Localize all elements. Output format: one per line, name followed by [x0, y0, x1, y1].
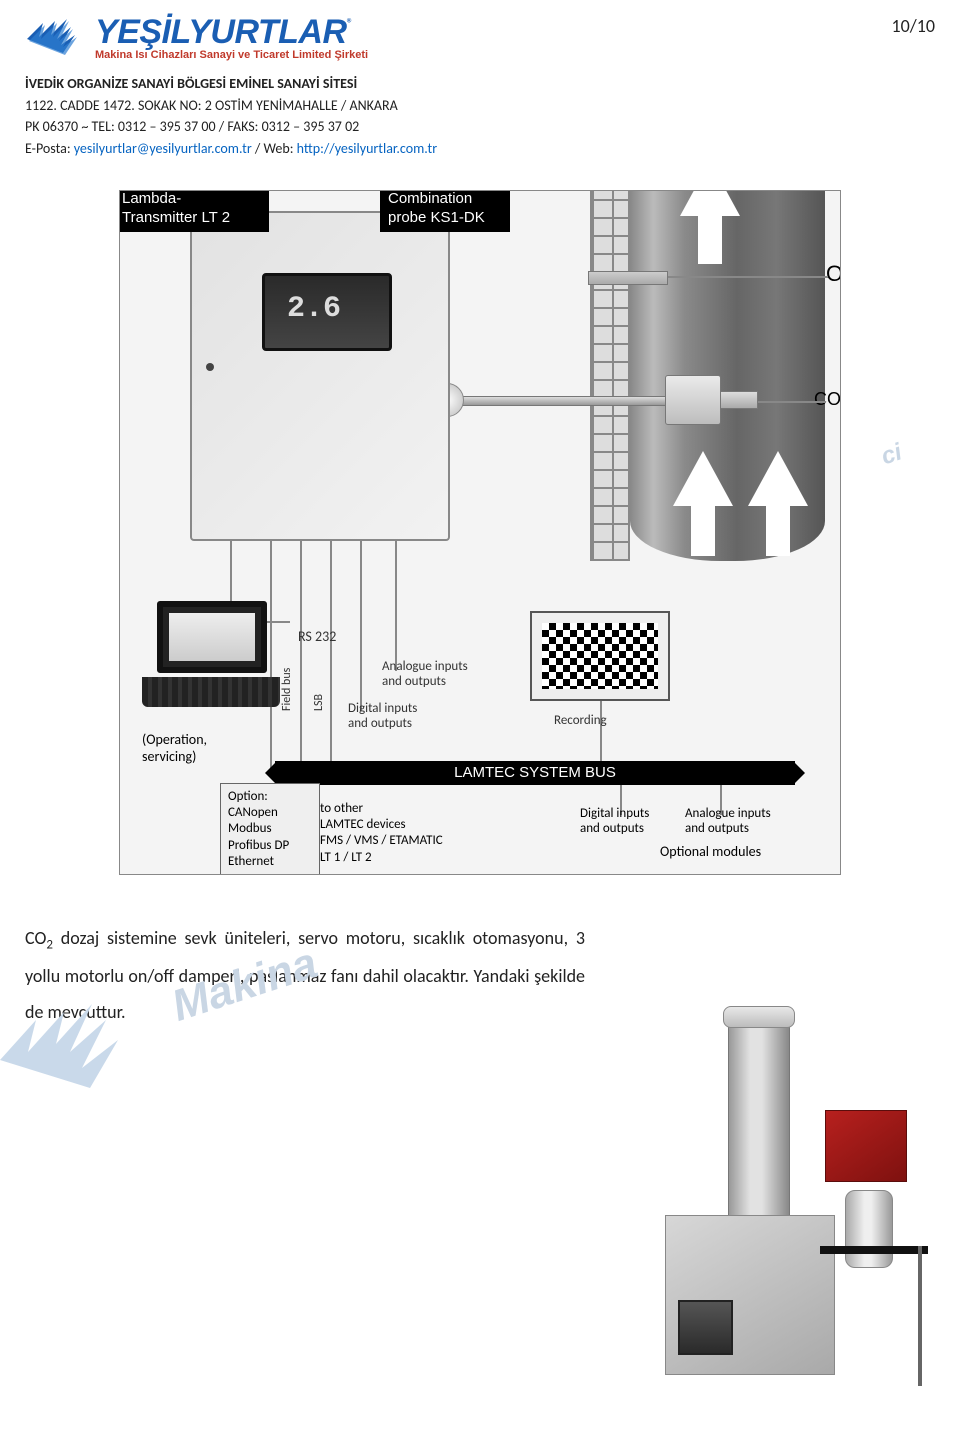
display-value: 2.6	[287, 292, 341, 326]
recording-label: Recording	[554, 713, 607, 729]
operation-label: (Operation, servicing)	[142, 731, 207, 766]
probe-wire	[668, 276, 828, 278]
page-number: 10/10	[892, 15, 935, 37]
wire	[600, 701, 602, 761]
flow-arrow-stem	[691, 501, 715, 556]
watermark-ci: ci	[878, 417, 960, 471]
wire	[300, 541, 302, 761]
to-other-label: to other LAMTEC devices FMS / VMS / ETAM…	[320, 801, 500, 866]
o2-label: O2	[826, 261, 841, 289]
equipment-drum	[845, 1190, 893, 1268]
optional-modules-label: Optional modules	[660, 843, 761, 860]
flow-arrow-stem	[698, 209, 722, 264]
logo: YEŞİLYURTLAR® Makina Isı Cihazları Sanay…	[25, 15, 368, 63]
system-bus-label: LAMTEC SYSTEM BUS	[275, 761, 795, 785]
equipment-photo	[620, 1000, 935, 1400]
web-sep: / Web:	[252, 140, 297, 157]
probe-label: Combination probe KS1-DK	[380, 190, 510, 233]
address-line-4: E-Posta: yesilyurtlar@yesilyurtlar.com.t…	[25, 138, 935, 160]
system-diagram: O2 CO/H2 2.6 Lambda- Transmitter LT 2 Co…	[119, 190, 841, 875]
o2-probe	[588, 271, 668, 285]
analogue-io-label-2: Analogue inputs and outputs	[685, 806, 795, 837]
email-label: E-Posta:	[25, 140, 74, 157]
equipment-hatch	[678, 1300, 733, 1355]
wire	[395, 541, 397, 671]
option-box: Option: CANopen Modbus Profibus DP Ether…	[220, 783, 320, 875]
logo-text: YEŞİLYURTLAR	[95, 13, 347, 51]
logo-registered: ®	[347, 15, 354, 32]
address-line-3: PK 06370 ~ TEL: 0312 – 395 37 00 / FAKS:…	[25, 116, 935, 138]
logo-mark-icon	[25, 15, 87, 63]
watermark-logo-icon	[0, 990, 150, 1115]
co2-sub: 2	[46, 937, 53, 952]
equipment-arm	[820, 1246, 928, 1254]
transmitter-cabinet: 2.6	[190, 211, 450, 541]
laptop-icon	[142, 601, 282, 721]
lambda-label: Lambda- Transmitter LT 2	[119, 190, 269, 233]
lsb-label: LSB	[312, 694, 326, 711]
equipment-fan	[825, 1110, 907, 1182]
flow-arrow-stem	[766, 501, 790, 556]
digital-io-label: Digital inputs and outputs	[348, 701, 417, 732]
digital-io-label-2: Digital inputs and outputs	[580, 806, 680, 837]
equipment-rod	[918, 1246, 922, 1386]
probe-head	[665, 375, 721, 425]
address-line-1: İVEDİK ORGANİZE SANAYİ BÖLGESİ EMİNEL SA…	[25, 73, 935, 95]
co2-pre: CO	[25, 927, 46, 949]
brick-band	[590, 190, 630, 561]
address-line-2: 1122. CADDE 1472. SOKAK NO: 2 OSTİM YENİ…	[25, 95, 935, 117]
flow-arrow-icon	[748, 451, 808, 506]
probe-bar	[450, 396, 670, 406]
equipment-cap	[723, 1006, 795, 1028]
web-link[interactable]: http://yesilyurtlar.com.tr	[297, 140, 437, 157]
recorder-icon	[530, 611, 670, 701]
flow-arrow-icon	[673, 451, 733, 506]
probe-tip	[720, 391, 758, 409]
bus-arrow-right-icon	[793, 761, 805, 785]
logo-subtitle: Makina Isı Cihazları Sanayi ve Ticaret L…	[95, 49, 368, 61]
cabinet-display: 2.6	[262, 273, 392, 351]
address-block: İVEDİK ORGANİZE SANAYİ BÖLGESİ EMİNEL SA…	[25, 73, 935, 160]
wire	[360, 541, 362, 711]
email-link[interactable]: yesilyurtlar@yesilyurtlar.com.tr	[74, 140, 252, 157]
rs232-label: RS 232	[298, 629, 336, 646]
analogue-io-label: Analogue inputs and outputs	[382, 659, 468, 690]
wire	[330, 541, 332, 761]
fieldbus-label: Field bus	[280, 667, 294, 710]
